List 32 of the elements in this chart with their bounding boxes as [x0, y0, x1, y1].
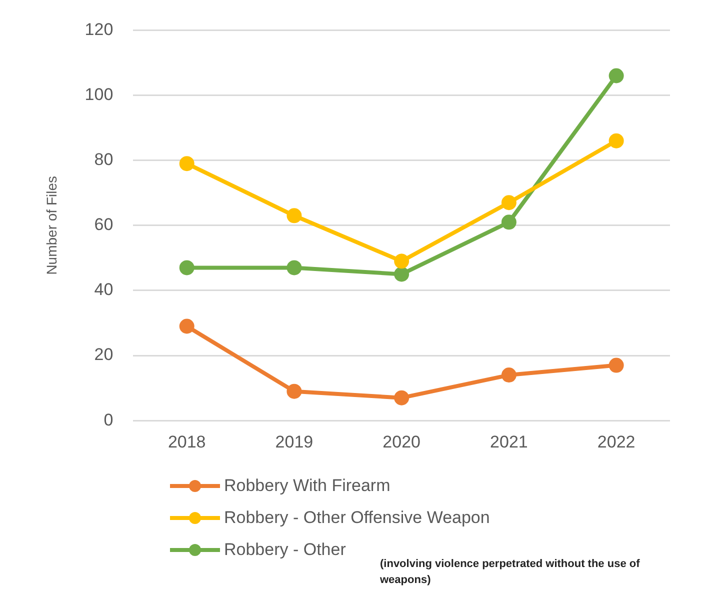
x-tick-label: 2019: [275, 432, 314, 452]
y-tick-label: 60: [94, 215, 114, 234]
point: [608, 133, 624, 148]
point: [501, 195, 516, 210]
y-tick-label: 120: [84, 20, 114, 39]
point: [394, 266, 410, 282]
legend-label: Robbery - Other Offensive Weapon: [224, 508, 490, 528]
x-tick-label: 2021: [490, 432, 528, 452]
legend-label: Robbery - Other: [224, 540, 346, 560]
point: [179, 318, 194, 334]
y-tick-label: 0: [104, 410, 114, 430]
y-tick-label: 20: [94, 345, 114, 364]
y-axis-title: Number of Files: [43, 176, 60, 275]
point: [394, 254, 410, 269]
legend-label: Robbery With Firearm: [224, 476, 390, 496]
y-tick-label: 40: [94, 280, 114, 300]
y-tick-label: 80: [94, 150, 114, 170]
point: [501, 214, 516, 230]
point: [501, 368, 516, 383]
point: [608, 358, 624, 373]
x-tick-label: 2020: [382, 432, 420, 452]
point: [286, 260, 302, 276]
text: (involving violence perpetrated without the use of weapons): [380, 557, 641, 588]
y-tick-label: 100: [84, 84, 114, 104]
x-tick-label: 2018: [168, 432, 206, 452]
point: [286, 384, 302, 399]
point: [394, 390, 410, 406]
point: [179, 156, 194, 172]
x-tick-label: 2022: [597, 432, 636, 452]
point: [286, 208, 302, 224]
point: [608, 68, 624, 84]
point: [179, 260, 194, 276]
